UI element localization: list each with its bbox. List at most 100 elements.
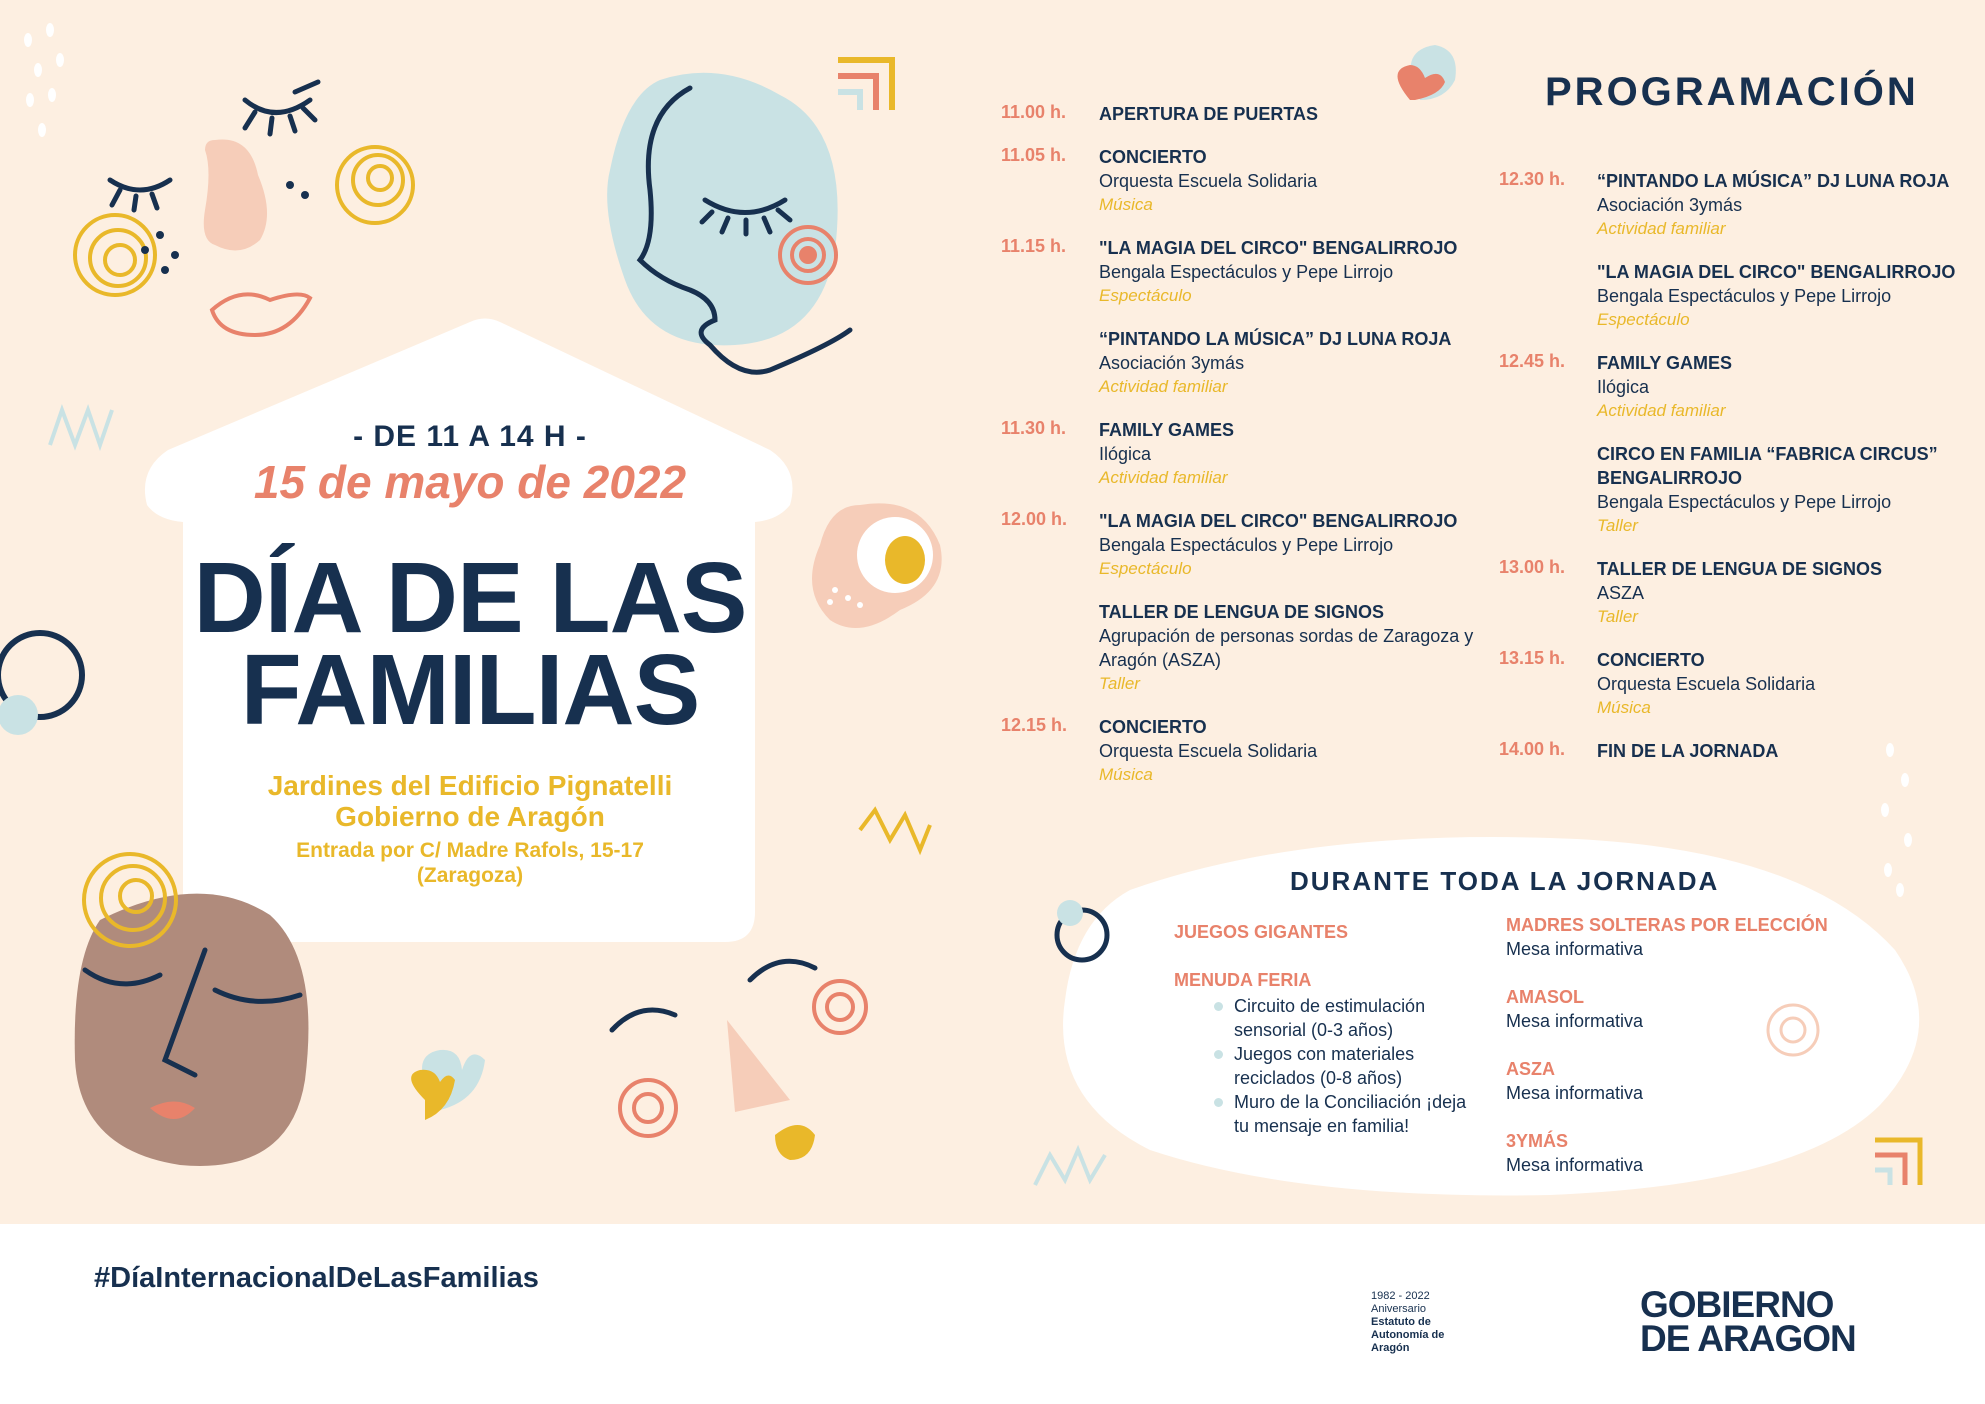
- programme-activity: APERTURA DE PUERTAS: [1099, 104, 1319, 124]
- programme-time: 11.30 h.: [1001, 418, 1067, 438]
- programme-time: 11.05 h.: [1001, 145, 1067, 165]
- event-title-line2: FAMILIAS: [240, 634, 701, 746]
- programme-category: Taller: [1597, 607, 1638, 626]
- list-item: Muro de la Conciliación ¡deja tu mensaje…: [1174, 1090, 1474, 1138]
- programme-activity: "LA MAGIA DEL CIRCO" BENGALIRROJO: [1099, 511, 1458, 531]
- entry-line1: Entrada por C/ Madre Rafols, 15-17: [296, 839, 644, 862]
- programme-category: Espectáculo: [1099, 559, 1192, 578]
- programme-category: Actividad familiar: [1099, 377, 1228, 396]
- programme-category: Actividad familiar: [1099, 468, 1228, 487]
- programme-category: Música: [1099, 195, 1153, 214]
- programme-item: 12.15 h. CONCIERTO Orquesta Escuela Solida…: [1001, 715, 1481, 787]
- programme-item: 13.00 h. TALLER DE LENGUA DE SIGNOS ASZA Ta…: [1499, 557, 1959, 629]
- list-item: Juegos con materiales reciclados (0-8 añ…: [1174, 1042, 1474, 1090]
- programme-body: CONCIERTO Orquesta Escuela Solidaria Músic…: [1099, 145, 1481, 217]
- fair-list: Circuito de estimulación sensorial (0-3 …: [1174, 994, 1474, 1138]
- programme-organizer: Bengala Espectáculos y Pepe Lirrojo: [1597, 492, 1892, 512]
- house-shape: [144, 318, 793, 942]
- programme-item: 12.45 h. FAMILY GAMES Ilógica Actividad fam…: [1499, 351, 1959, 423]
- programme-activity: CONCIERTO: [1099, 147, 1207, 167]
- programme-organizer: ASZA: [1597, 583, 1645, 603]
- programme-category: Taller: [1099, 674, 1140, 693]
- all-day-right: MADRES SOLTERAS POR ELECCIÓN Mesa informa…: [1506, 913, 1846, 1201]
- programme-body: CONCIERTO Orquesta Escuela Solidaria Músic…: [1099, 715, 1481, 787]
- programme-time: 12.45 h.: [1499, 351, 1566, 371]
- info-table-desc: Mesa informativa: [1506, 1083, 1644, 1103]
- info-table-name: MADRES SOLTERAS POR ELECCIÓN: [1506, 915, 1828, 935]
- info-table-desc: Mesa informativa: [1506, 1011, 1644, 1031]
- anniversary-text: 1982 - 2022 Aniversario Estatuto de Auto…: [1371, 1290, 1444, 1355]
- programme-category: Actividad familiar: [1597, 401, 1726, 420]
- programme-activity: CIRCO EN FAMILIA “FABRICA CIRCUS” BENGAL…: [1597, 444, 1938, 488]
- dots-pattern-tl: [24, 23, 64, 137]
- programme-item: 11.00 h. APERTURA DE PUERTAS: [1001, 102, 1481, 126]
- programme-time: 12.30 h.: [1499, 169, 1566, 189]
- programme-activity: "LA MAGIA DEL CIRCO" BENGALIRROJO: [1099, 238, 1458, 258]
- programme-body: FAMILY GAMES Ilógica Actividad familiar: [1099, 418, 1481, 490]
- programme-item: CIRCO EN FAMILIA “FABRICA CIRCUS” BENGAL…: [1499, 442, 1959, 538]
- programme-body: “PINTANDO LA MÚSICA” DJ LUNA ROJA Asociac…: [1597, 169, 1959, 241]
- programme-activity: “PINTANDO LA MÚSICA” DJ LUNA ROJA: [1597, 171, 1950, 191]
- programme-activity: “PINTANDO LA MÚSICA” DJ LUNA ROJA: [1099, 329, 1452, 349]
- programme-item: 11.30 h. FAMILY GAMES Ilógica Actividad fam…: [1001, 418, 1481, 490]
- programme-activity: FIN DE LA JORNADA: [1597, 741, 1779, 761]
- programme-time: 12.15 h.: [1001, 715, 1068, 735]
- info-table-desc: Mesa informativa: [1506, 939, 1644, 959]
- event-hours: - DE 11 A 14 H -: [353, 420, 587, 453]
- programme-organizer: Orquesta Escuela Solidaria: [1099, 171, 1318, 191]
- anniversary-label: Aniversario: [1371, 1303, 1427, 1315]
- all-day-title: DURANTE TODA LA JORNADA: [1290, 866, 1720, 896]
- programme-activity: CONCIERTO: [1099, 717, 1207, 737]
- giant-games-title: JUEGOS GIGANTES: [1174, 922, 1349, 942]
- gov-line2: DE ARAGON: [1640, 1318, 1857, 1359]
- event-title: DÍA DE LAS FAMILIAS: [140, 542, 800, 746]
- programme-body: "LA MAGIA DEL CIRCO" BENGALIRROJO Bengala…: [1099, 236, 1481, 308]
- programme-item: 11.15 h. "LA MAGIA DEL CIRCO" BENGALIRROJ…: [1001, 236, 1481, 308]
- info-table-name: AMASOL: [1506, 987, 1584, 1007]
- programme-body: "LA MAGIA DEL CIRCO" BENGALIRROJO Bengala…: [1597, 260, 1959, 332]
- programme-item: 12.30 h. “PINTANDO LA MÚSICA” DJ LUNA ROJ…: [1499, 169, 1959, 241]
- programme-title: PROGRAMACIÓN: [1545, 70, 1919, 114]
- programme-time: 13.15 h.: [1499, 648, 1566, 668]
- programme-item: 13.15 h. CONCIERTO Orquesta Escuela Solida…: [1499, 648, 1959, 720]
- info-table: MADRES SOLTERAS POR ELECCIÓN Mesa informa…: [1506, 913, 1846, 961]
- programme-category: Actividad familiar: [1597, 219, 1726, 238]
- programme-category: Música: [1099, 765, 1153, 784]
- programme-organizer: Asociación 3ymás: [1099, 353, 1245, 373]
- programme-organizer: Agrupación de personas sordas de Zaragoz…: [1099, 626, 1474, 670]
- programme-body: TALLER DE LENGUA DE SIGNOS ASZA Taller: [1597, 557, 1959, 629]
- anniversary-line2: Autonomía de: [1371, 1329, 1445, 1341]
- programme-body: CONCIERTO Orquesta Escuela Solidaria Músic…: [1597, 648, 1959, 720]
- programme-body: CIRCO EN FAMILIA “FABRICA CIRCUS” BENGAL…: [1597, 442, 1959, 538]
- gov-line1: GOBIERNO: [1640, 1284, 1834, 1325]
- entry-line2: (Zaragoza): [416, 864, 524, 887]
- programme-body: FAMILY GAMES Ilógica Actividad familiar: [1597, 351, 1959, 423]
- info-table: 3YMÁS Mesa informativa: [1506, 1129, 1846, 1177]
- event-venue: Jardines del Edificio Pignatelli Gobiern…: [140, 770, 800, 832]
- info-table-name: 3YMÁS: [1506, 1131, 1569, 1151]
- programme-item: TALLER DE LENGUA DE SIGNOS Agrupación de …: [1001, 600, 1481, 696]
- event-title-line1: DÍA DE LAS: [193, 542, 748, 654]
- programme-organizer: Orquesta Escuela Solidaria: [1597, 674, 1816, 694]
- event-entry: Entrada por C/ Madre Rafols, 15-17 (Zara…: [140, 838, 800, 888]
- programme-body: TALLER DE LENGUA DE SIGNOS Agrupación de …: [1099, 600, 1481, 696]
- venue-line1: Jardines del Edificio Pignatelli: [267, 770, 673, 801]
- programme-activity: TALLER DE LENGUA DE SIGNOS: [1597, 559, 1883, 579]
- programme-time: 14.00 h.: [1499, 739, 1566, 759]
- programme-activity: TALLER DE LENGUA DE SIGNOS: [1099, 602, 1385, 622]
- programme-time: 12.00 h.: [1001, 509, 1068, 529]
- programme-activity: FAMILY GAMES: [1597, 353, 1733, 373]
- programme-organizer: Bengala Espectáculos y Pepe Lirrojo: [1099, 262, 1394, 282]
- hashtag: #DíaInternacionalDeLasFamilias: [94, 1262, 539, 1294]
- programme-time: 11.15 h.: [1001, 236, 1067, 256]
- info-table: AMASOL Mesa informativa: [1506, 985, 1846, 1033]
- programme-item: 11.05 h. CONCIERTO Orquesta Escuela Solida…: [1001, 145, 1481, 217]
- programme-item: "LA MAGIA DEL CIRCO" BENGALIRROJO Bengala…: [1499, 260, 1959, 332]
- programme-organizer: Ilógica: [1099, 444, 1152, 464]
- programme-category: Música: [1597, 698, 1651, 717]
- programme-organizer: Bengala Espectáculos y Pepe Lirrojo: [1099, 535, 1394, 555]
- anniversary-years: 1982 - 2022: [1371, 1290, 1430, 1302]
- list-item: Circuito de estimulación sensorial (0-3 …: [1174, 994, 1474, 1042]
- fair-title: MENUDA FERIA: [1174, 970, 1312, 990]
- programme-organizer: Orquesta Escuela Solidaria: [1099, 741, 1318, 761]
